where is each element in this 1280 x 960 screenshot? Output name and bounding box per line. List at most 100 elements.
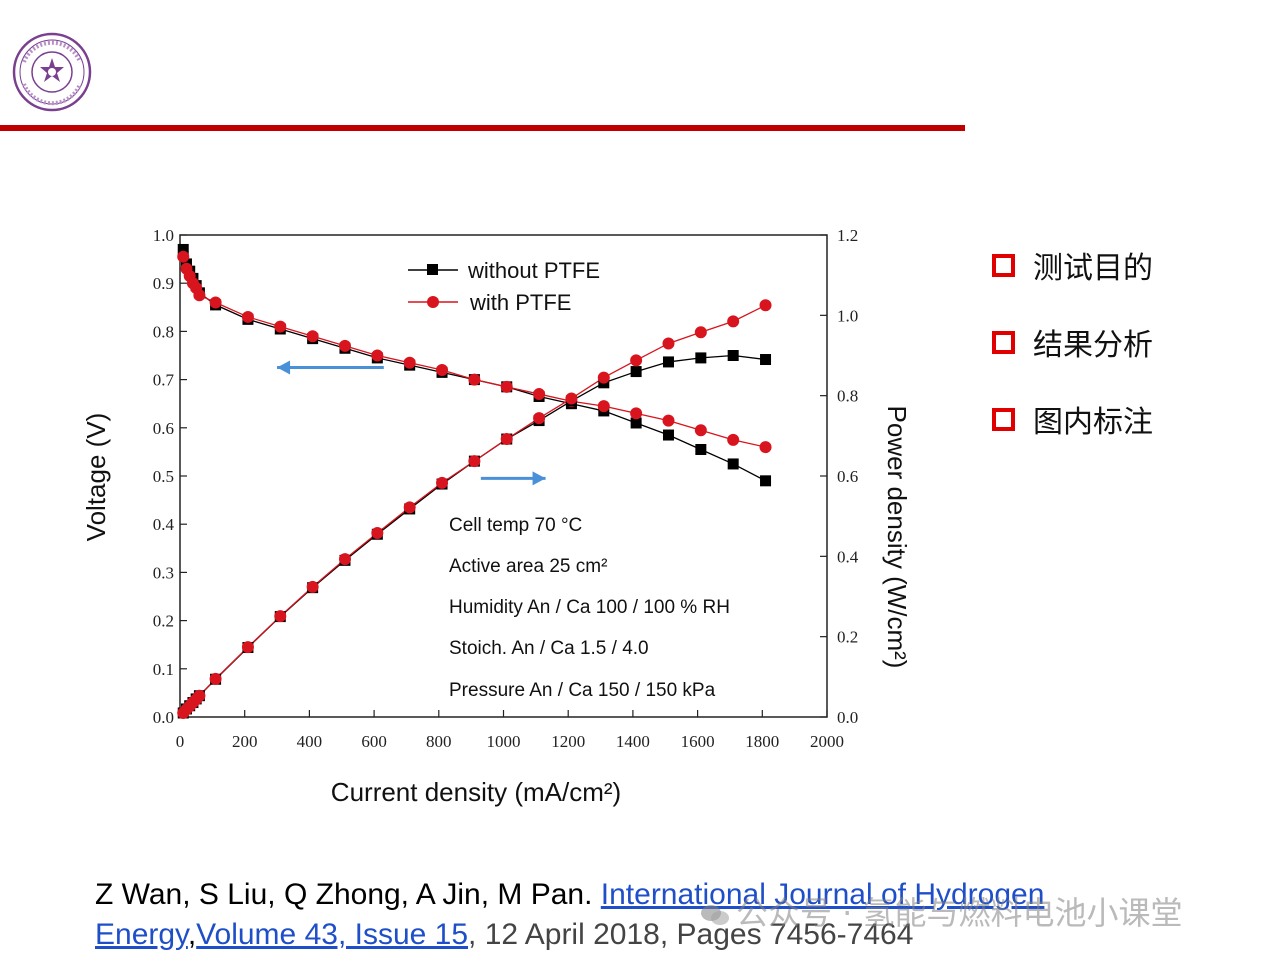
university-seal-icon <box>12 32 92 112</box>
x-tick-label: 1000 <box>487 732 521 751</box>
data-point-square <box>630 366 642 378</box>
y-tick-label: 0.6 <box>153 419 174 438</box>
x-tick-label: 1800 <box>745 732 779 751</box>
data-point-circle <box>759 299 772 312</box>
data-point-square <box>695 352 707 364</box>
data-point-circle <box>403 501 416 514</box>
data-point-square <box>630 417 642 429</box>
arrow-head-left <box>277 360 291 375</box>
y-tick-label: 0.7 <box>153 371 175 390</box>
annotation-line: Humidity An / Ca 100 / 100 % RH <box>449 597 730 618</box>
x-tick-label: 200 <box>232 732 258 751</box>
bullet-item: 结果分析 <box>992 322 1272 363</box>
data-point-circle <box>306 330 319 343</box>
x-tick-label: 800 <box>426 732 452 751</box>
data-point-circle <box>759 441 772 454</box>
data-point-circle <box>241 641 254 654</box>
citation: Z Wan, S Liu, Q Zhong, A Jin, M Pan. Int… <box>95 875 1195 955</box>
data-point-circle <box>193 689 206 702</box>
y-tick-label: 0.4 <box>153 515 175 534</box>
checkbox-square-icon <box>992 330 1015 354</box>
y-tick-label: 0.3 <box>153 563 174 582</box>
journal-link[interactable]: International Journal of Hydrogen Energy <box>95 878 1045 951</box>
bullet-label: 图内标注 <box>1033 405 1153 440</box>
series-line-voltage-without-ptfe <box>182 249 766 482</box>
annotation-line: Pressure An / Ca 150 / 150 kPa <box>449 680 716 701</box>
data-point-circle <box>533 388 546 401</box>
y2-tick-label: 0.8 <box>837 387 858 406</box>
wechat-icon <box>701 905 729 925</box>
x-axis-title: Current density (mA/cm²) <box>331 777 621 807</box>
y-tick-label: 0.9 <box>153 274 174 293</box>
series-line-voltage-with-ptfe <box>182 256 766 448</box>
data-point-circle <box>565 392 578 405</box>
data-point-circle <box>727 433 740 446</box>
data-point-circle <box>727 315 740 328</box>
data-point-circle <box>694 424 707 437</box>
data-point-circle <box>597 400 610 413</box>
data-point-square <box>760 475 772 487</box>
data-point-circle <box>338 553 351 566</box>
bullet-label: 结果分析 <box>1033 328 1153 363</box>
y-axis-title: Voltage (V) <box>81 413 111 542</box>
data-point-circle <box>468 373 481 386</box>
data-point-circle <box>662 414 675 427</box>
bullet-label: 测试目的 <box>1033 251 1153 286</box>
citation-separator: , <box>187 918 197 951</box>
data-point-circle <box>662 337 675 350</box>
x-tick-label: 400 <box>297 732 323 751</box>
data-point-circle <box>468 455 481 468</box>
data-point-circle <box>371 349 384 362</box>
bullet-item: 图内标注 <box>992 399 1272 440</box>
annotation-line: Stoich. An / Ca 1.5 / 4.0 <box>449 638 649 659</box>
checkbox-square-icon <box>992 407 1015 431</box>
data-point-circle <box>241 310 254 323</box>
data-point-circle <box>306 580 319 593</box>
x-tick-label: 600 <box>361 732 387 751</box>
y2-axis-title: Power density (W/cm²) <box>882 406 912 669</box>
citation-date: , 12 April 2018, Pages 7456-7464 <box>468 918 914 951</box>
watermark: 公众号 · 氢能与燃料电池小课堂 <box>700 888 1183 934</box>
data-point-circle <box>533 412 546 425</box>
legend-marker-square <box>427 264 438 275</box>
data-point-circle <box>630 407 643 420</box>
bullet-item: 测试目的 <box>992 245 1272 286</box>
data-point-square <box>662 356 674 368</box>
data-point-square <box>695 443 707 455</box>
y-tick-label: 0.2 <box>153 612 174 631</box>
volume-link[interactable]: Volume 43, Issue 15 <box>196 918 469 951</box>
annotation-line: Active area 25 cm² <box>449 556 607 577</box>
data-point-circle <box>177 250 190 263</box>
data-point-square <box>760 354 772 366</box>
x-tick-label: 2000 <box>810 732 844 751</box>
legend-label-without: without PTFE <box>467 258 600 283</box>
arrow-head-right <box>532 471 546 486</box>
annotations: Cell temp 70 °C Active area 25 cm² Humid… <box>449 515 730 701</box>
bullet-list: 测试目的 结果分析 图内标注 <box>992 245 1272 476</box>
y2-tick-label: 1.0 <box>837 306 858 325</box>
data-point-circle <box>403 356 416 369</box>
y2-tick-label: 1.2 <box>837 226 858 245</box>
data-point-circle <box>274 610 287 623</box>
watermark-text: 公众号 · 氢能与燃料电池小课堂 <box>736 894 1183 932</box>
data-point-square <box>727 350 739 361</box>
data-point-square <box>177 243 189 255</box>
x-tick-label: 0 <box>176 732 185 751</box>
title-divider <box>0 125 965 131</box>
data-point-circle <box>597 371 610 384</box>
y2-tick-label: 0.6 <box>837 467 858 486</box>
y-tick-label: 0.1 <box>153 660 174 679</box>
data-point-circle <box>209 296 222 309</box>
data-point-square <box>727 458 739 470</box>
data-point-circle <box>500 380 513 393</box>
checkbox-square-icon <box>992 253 1015 277</box>
citation-authors: Z Wan, S Liu, Q Zhong, A Jin, M Pan. <box>95 878 601 911</box>
y-tick-label: 0.0 <box>153 708 174 727</box>
x-tick-label: 1200 <box>551 732 585 751</box>
polarization-chart: 0 200 400 600 800 1000 1200 1400 1600 1800 2000 0.0… <box>81 226 912 807</box>
data-point-circle <box>630 354 643 367</box>
x-tick-label: 1600 <box>681 732 715 751</box>
y-tick-label: 1.0 <box>153 226 174 245</box>
data-point-circle <box>209 672 222 685</box>
data-point-circle <box>371 527 384 540</box>
